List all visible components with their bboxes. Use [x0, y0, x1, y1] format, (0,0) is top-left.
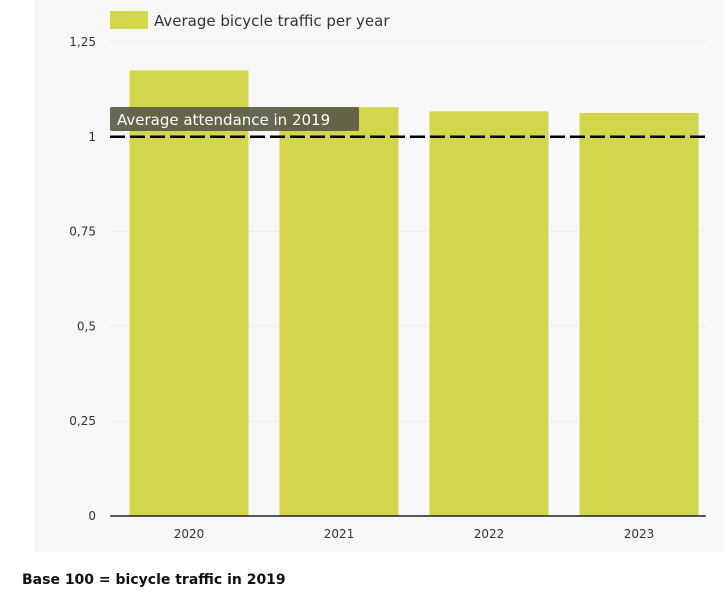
x-tick-label: 2020: [174, 527, 205, 541]
legend-swatch: [110, 11, 148, 29]
bar-2023: [579, 112, 699, 516]
x-tick-label: 2022: [474, 527, 505, 541]
legend-label: Average bicycle traffic per year: [154, 12, 390, 30]
y-tick-label: 1: [88, 130, 96, 144]
bars: [129, 70, 699, 516]
reference-line-group: Average attendance in 2019: [110, 107, 706, 139]
legend: Average bicycle traffic per year: [110, 11, 390, 30]
y-tick-label: 1,25: [69, 35, 96, 49]
bar-2020: [129, 70, 249, 516]
x-tick-label: 2023: [624, 527, 655, 541]
y-tick-label: 0,5: [77, 319, 96, 333]
bar-2022: [429, 111, 549, 516]
footnote: Base 100 = bicycle traffic in 2019: [22, 572, 286, 588]
y-tick-label: 0: [88, 509, 96, 523]
bar-chart: 0 0,25 0,5 0,75 1 1,25 2020 2021 2022 2023 Averag…: [69, 11, 706, 541]
reference-label: Average attendance in 2019: [117, 111, 330, 129]
x-tick-label: 2021: [324, 527, 355, 541]
y-tick-label: 0,25: [69, 414, 96, 428]
bar-2021: [279, 107, 399, 516]
reference-label-bg: [110, 107, 359, 131]
axes: 0 0,25 0,5 0,75 1 1,25 2020 2021 2022 2023: [69, 35, 706, 541]
y-tick-label: 0,75: [69, 225, 96, 239]
